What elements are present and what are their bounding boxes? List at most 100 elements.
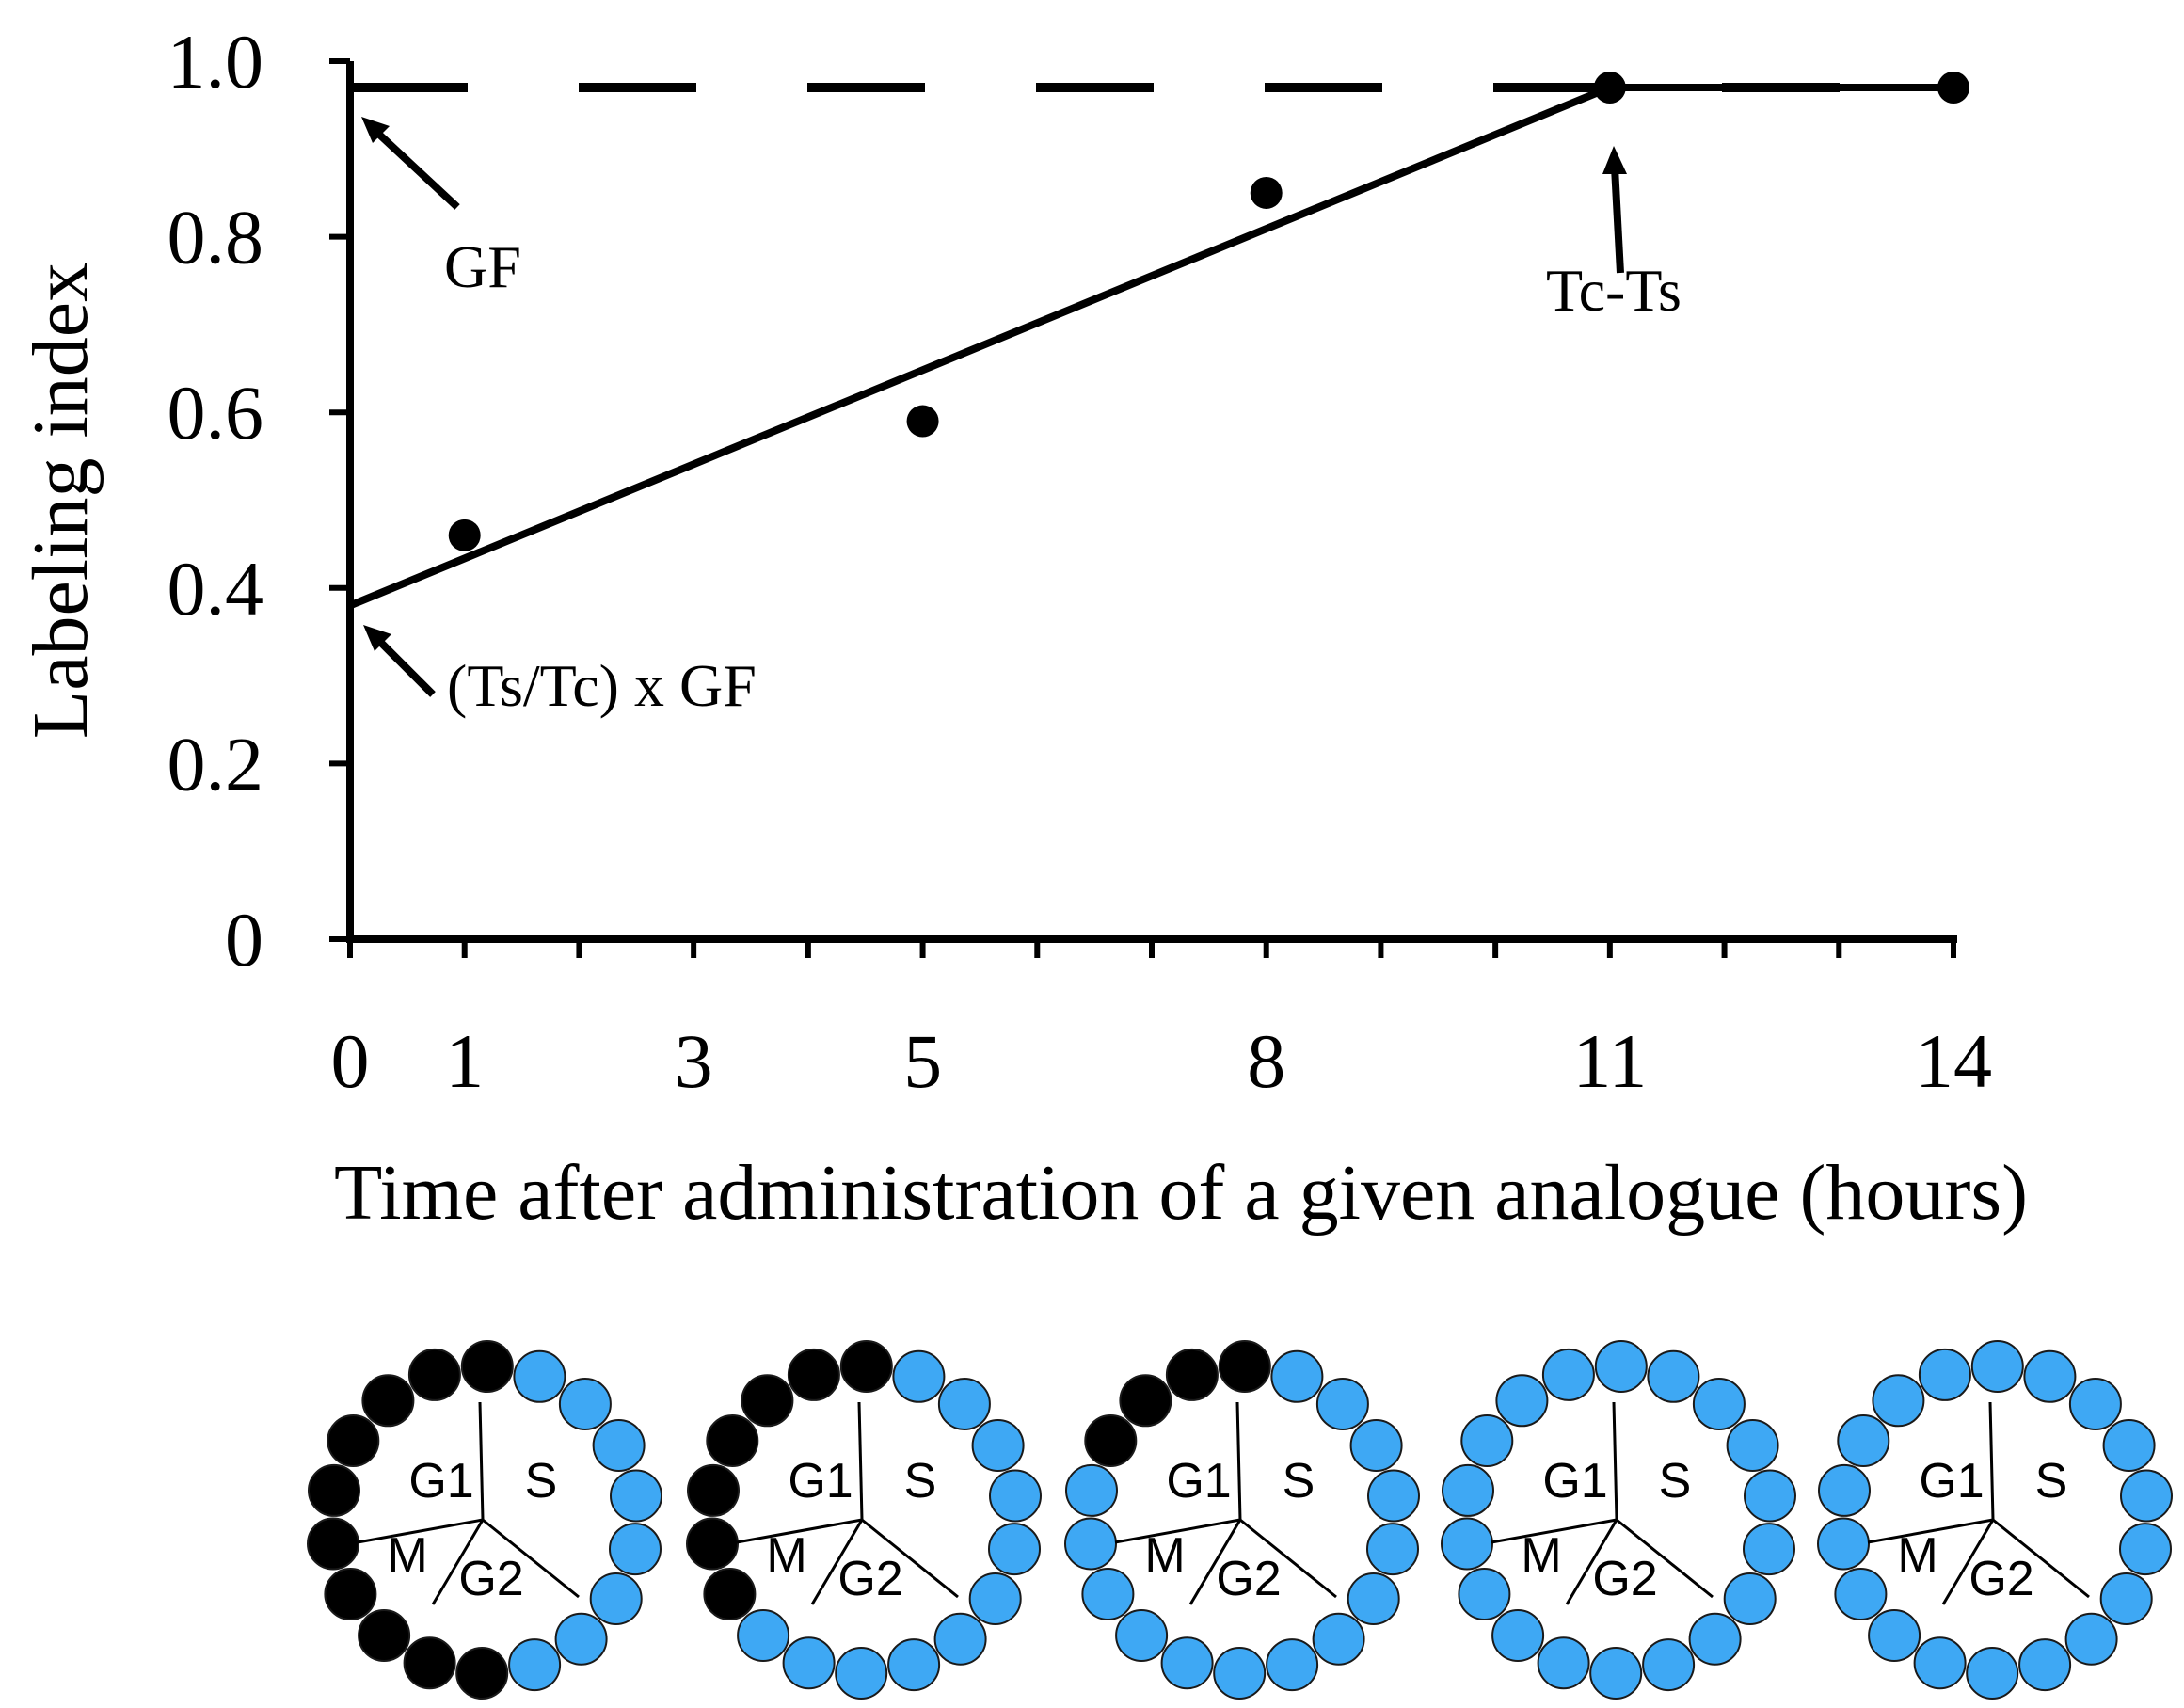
labeled-cell-dot [1312, 1612, 1365, 1666]
labeled-cell-dot [1115, 1609, 1169, 1662]
labeled-cell-dot [508, 1638, 562, 1692]
cell-cycle-diagrams: G1 S M G2 G1 S M G2 G1 S M G2 G1 S M G2 G1 S M G2 [307, 1340, 2173, 1700]
phase-label-m: M [1144, 1528, 1185, 1583]
labeled-cell-dot [1266, 1638, 1319, 1692]
y-tick-label: 0 [225, 897, 263, 982]
labeled-cell-dot [1966, 1647, 2019, 1700]
labeled-cell-dot [554, 1612, 608, 1666]
phase-divider [1235, 1401, 1242, 1521]
phase-label-g1: G1 [788, 1454, 853, 1508]
phase-label-s: S [2035, 1454, 2068, 1508]
plot-area: 00.20.40.60.81.0 0 1 3 5 8 11 14 GF Tc-Ts (Ts/… [17, 19, 2028, 1237]
labeled-cell-dot [1441, 1517, 1493, 1571]
labeled-cell-dot [1460, 1414, 1514, 1467]
labeled-cell-dot [737, 1609, 790, 1662]
labeled-cell-dot [1065, 1463, 1118, 1517]
gf-annotation: GF [444, 233, 521, 300]
labeled-cell-dot [1064, 1517, 1117, 1571]
labeled-cell-dot [835, 1647, 888, 1700]
x-tick-label: 5 [903, 1018, 942, 1104]
unlabeled-cell-dot [687, 1463, 740, 1517]
labeled-cell-dot [1723, 1572, 1777, 1625]
y-tick-label: 1.0 [167, 19, 264, 104]
labeled-cell-dot [937, 1378, 991, 1430]
phase-label-s: S [1283, 1454, 1315, 1508]
axis-ticks [329, 58, 1956, 958]
labeled-cell-dot [1817, 1517, 1870, 1571]
labeled-cell-dot [1458, 1568, 1511, 1620]
tc-ts-annotation: Tc-Ts [1546, 257, 1682, 324]
phase-divider [357, 1518, 484, 1544]
labeled-cell-dot [610, 1469, 662, 1523]
unlabeled-cell-dot [1119, 1374, 1172, 1428]
cell-cycle-diagram: G1 S M G2 [1064, 1340, 1420, 1700]
cell-cycle-diagram: G1 S M G2 [307, 1340, 662, 1700]
annotations: GF Tc-Ts (Ts/Tc) x GF [361, 117, 1682, 719]
unlabeled-cell-dot [403, 1636, 456, 1690]
data-point [448, 519, 481, 551]
unlabeled-cell-dot [455, 1647, 509, 1700]
phase-label-m: M [1521, 1528, 1561, 1583]
labeled-cell-dot [1834, 1568, 1888, 1620]
labeled-cell-dot [988, 1523, 1041, 1576]
unlabeled-cell-dot [307, 1517, 359, 1571]
unlabeled-cell-dot [706, 1414, 759, 1467]
phase-label-m: M [766, 1528, 806, 1583]
labeled-cell-dot [1594, 1340, 1648, 1393]
labeled-cell-dot [933, 1612, 987, 1666]
gf-arrow [361, 117, 460, 210]
labeled-cell-dot [1642, 1638, 1696, 1692]
y-axis-title: Labeling index [17, 263, 104, 739]
data-point [1937, 71, 1969, 104]
labeled-cell-dot [1970, 1340, 2024, 1393]
phase-label-g2: G2 [458, 1552, 523, 1606]
labeled-cell-dot [2064, 1612, 2118, 1666]
unlabeled-cell-dot [839, 1340, 893, 1393]
phase-label-g2: G2 [837, 1552, 902, 1606]
intercept-arrow [363, 625, 436, 697]
labeled-cell-dot [968, 1572, 1022, 1625]
labeled-cell-dot [1315, 1378, 1369, 1430]
y-tick-labels: 0 0.2 0.4 0.6 0.8 1.0 [167, 19, 264, 982]
unlabeled-cell-dot [686, 1517, 739, 1571]
x-tick-label: 1 [445, 1018, 484, 1104]
phase-divider [1988, 1401, 1995, 1521]
labeled-cell-dot [1913, 1636, 1967, 1690]
labeled-cell-dot [1349, 1419, 1403, 1472]
labeled-cell-dot [1868, 1609, 1921, 1662]
labeled-cell-dot [1743, 1523, 1795, 1576]
phase-divider [1188, 1519, 1242, 1605]
unlabeled-cell-dot [361, 1374, 415, 1428]
labeled-cell-dot [2023, 1349, 2077, 1403]
intercept-annotation: (Ts/Tc) x GF [447, 652, 757, 719]
tc-ts-arrow [1602, 146, 1627, 274]
unlabeled-cell-dot [1084, 1414, 1138, 1467]
phase-divider [482, 1518, 580, 1599]
labeled-cell-dot [609, 1523, 662, 1576]
phase-divider [1491, 1518, 1618, 1544]
cell-cycle-diagram: G1 S M G2 [1817, 1340, 2173, 1700]
phase-label-m: M [387, 1528, 427, 1583]
phase-divider [1565, 1519, 1618, 1605]
phase-divider [431, 1519, 485, 1605]
labeled-cell-dot [1589, 1647, 1643, 1700]
phase-divider [736, 1518, 863, 1544]
data-point [1250, 176, 1283, 209]
phase-divider [1616, 1518, 1714, 1599]
phase-label-g1: G1 [408, 1454, 473, 1508]
phase-divider [1992, 1518, 2090, 1599]
phase-divider [1867, 1518, 1994, 1544]
labeled-cell-dot [589, 1572, 643, 1625]
phase-label-m: M [1897, 1528, 1937, 1583]
labeled-cell-dot [1537, 1636, 1590, 1690]
labeled-cell-dot [892, 1349, 946, 1403]
labeled-cell-dot [971, 1419, 1025, 1472]
data-points [448, 71, 1969, 551]
unlabeled-cell-dot [327, 1414, 380, 1467]
labeled-cell-dot [1495, 1374, 1549, 1428]
phase-label-s: S [525, 1454, 558, 1508]
x-tick-label: 0 [331, 1018, 370, 1104]
unlabeled-cell-dot [324, 1568, 377, 1620]
labeled-cell-dot [1647, 1349, 1700, 1403]
phase-divider [861, 1518, 959, 1599]
